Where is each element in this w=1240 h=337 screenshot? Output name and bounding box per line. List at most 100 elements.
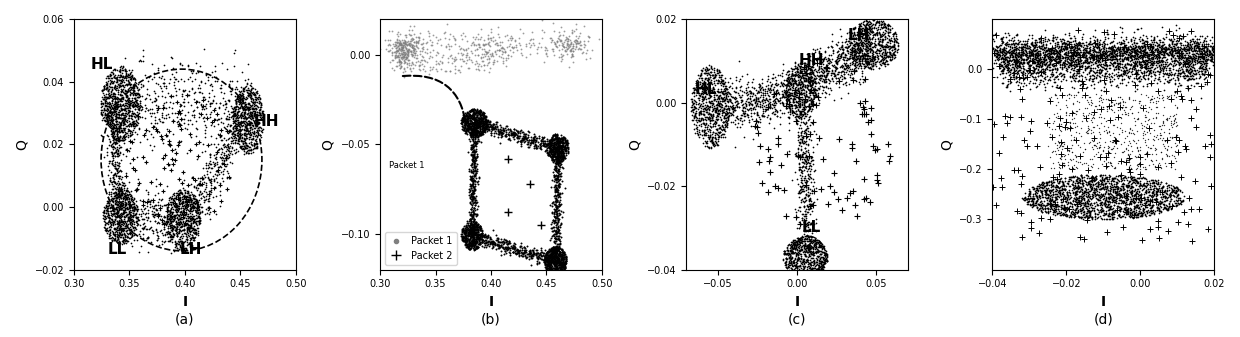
Point	[544, 251, 564, 257]
Point	[810, 266, 830, 271]
Point	[1003, 76, 1023, 82]
Point	[548, 148, 568, 154]
Point	[1125, 52, 1145, 57]
Point	[1097, 125, 1117, 130]
Point	[463, 224, 482, 229]
Point	[1024, 74, 1044, 79]
Point	[1127, 188, 1147, 193]
Point	[1162, 49, 1182, 54]
Point	[110, 225, 130, 230]
Point	[541, 155, 560, 160]
Point	[99, 215, 119, 221]
Point	[1179, 59, 1199, 65]
Point	[717, 123, 737, 128]
Point	[461, 227, 481, 232]
Point	[1039, 47, 1059, 52]
Point	[1034, 56, 1054, 61]
Point	[115, 105, 135, 111]
Point	[1066, 192, 1086, 197]
Point	[1100, 79, 1120, 85]
Point	[1096, 211, 1116, 216]
Point	[120, 82, 140, 87]
Point	[1179, 75, 1199, 81]
Point	[810, 252, 830, 257]
Point	[1184, 47, 1204, 52]
Point	[1167, 122, 1187, 127]
Point	[1023, 43, 1043, 49]
Point	[1126, 44, 1146, 50]
Point	[542, 248, 562, 254]
Point	[1091, 54, 1111, 59]
Point	[1001, 44, 1021, 50]
Point	[792, 215, 812, 220]
Point	[460, 226, 480, 232]
Point	[384, 55, 404, 60]
Point	[419, 71, 439, 77]
Point	[1104, 46, 1123, 52]
Point	[805, 86, 825, 92]
Point	[105, 99, 125, 104]
Point	[1085, 181, 1105, 187]
Point	[109, 206, 129, 211]
Point	[1167, 49, 1187, 54]
Point	[1110, 48, 1130, 53]
Point	[179, 194, 198, 200]
Point	[547, 213, 567, 218]
Point	[1002, 44, 1022, 50]
Point	[797, 257, 817, 263]
Point	[547, 267, 567, 273]
Point	[1021, 40, 1040, 45]
Point	[547, 260, 567, 266]
Point	[794, 96, 813, 101]
Point	[125, 167, 145, 173]
Point	[460, 130, 480, 136]
Point	[878, 25, 898, 30]
Point	[987, 49, 1007, 54]
Point	[181, 196, 201, 201]
Point	[547, 188, 567, 193]
Point	[467, 245, 487, 251]
Point	[470, 239, 490, 244]
Point	[818, 77, 838, 82]
Point	[789, 251, 808, 256]
Point	[884, 32, 904, 37]
Point	[709, 97, 729, 102]
Point	[549, 32, 569, 37]
Point	[149, 105, 169, 111]
Point	[542, 204, 562, 209]
Point	[100, 219, 120, 225]
Point	[552, 56, 572, 61]
Point	[1125, 97, 1145, 103]
Point	[198, 198, 218, 203]
Point	[1056, 67, 1076, 72]
Point	[1167, 57, 1187, 62]
Point	[789, 248, 808, 253]
Point	[1185, 43, 1205, 48]
Point	[1156, 138, 1176, 143]
Point	[553, 135, 573, 141]
Point	[193, 165, 213, 171]
Point	[546, 150, 565, 156]
Point	[543, 153, 563, 158]
Point	[459, 246, 479, 251]
Point	[1060, 73, 1080, 79]
Point	[1043, 71, 1063, 76]
Point	[120, 123, 140, 128]
Point	[1023, 56, 1043, 61]
Point	[171, 228, 191, 234]
Point	[1125, 63, 1145, 68]
Point	[105, 165, 125, 171]
Point	[485, 121, 505, 127]
Point	[397, 51, 417, 56]
Point	[466, 125, 486, 131]
Point	[544, 259, 564, 265]
Point	[477, 120, 497, 125]
Point	[557, 152, 577, 158]
Point	[1039, 188, 1059, 193]
Point	[459, 239, 479, 244]
Point	[556, 260, 575, 265]
Point	[114, 122, 134, 127]
Point	[810, 256, 830, 262]
Point	[1104, 73, 1123, 78]
Point	[689, 135, 709, 140]
